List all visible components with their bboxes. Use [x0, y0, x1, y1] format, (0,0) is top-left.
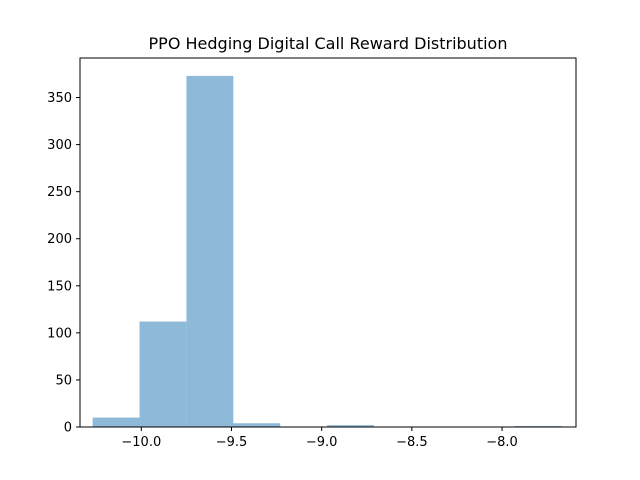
- chart-title: PPO Hedging Digital Call Reward Distribu…: [149, 34, 508, 53]
- x-tick-label: −9.5: [216, 435, 248, 450]
- y-tick-label: 200: [47, 232, 72, 247]
- x-tick-label: −10.0: [121, 435, 161, 450]
- y-tick-label: 100: [47, 326, 72, 341]
- histogram-bar: [186, 75, 234, 428]
- histogram-bar: [233, 423, 281, 427]
- y-tick-label: 50: [55, 373, 72, 388]
- x-tick-label: −8.0: [486, 435, 518, 450]
- y-tick-label: 350: [47, 91, 72, 106]
- y-tick-label: 250: [47, 185, 72, 200]
- histogram-bars: [92, 75, 562, 428]
- histogram-bar: [139, 321, 187, 427]
- y-tick-label: 300: [47, 138, 72, 153]
- y-tick-label: 150: [47, 279, 72, 294]
- x-tick-label: −8.5: [396, 435, 428, 450]
- x-tick-label: −9.0: [306, 435, 338, 450]
- x-axis: −10.0 −9.5 −9.0 −8.5 −8.0: [121, 427, 518, 450]
- histogram-bar: [327, 425, 374, 427]
- y-axis: 0 50 100 150 200 250 300 350: [47, 91, 80, 436]
- y-tick-label: 0: [64, 421, 72, 436]
- histogram-bar: [92, 417, 140, 427]
- plot-frame: [79, 57, 577, 428]
